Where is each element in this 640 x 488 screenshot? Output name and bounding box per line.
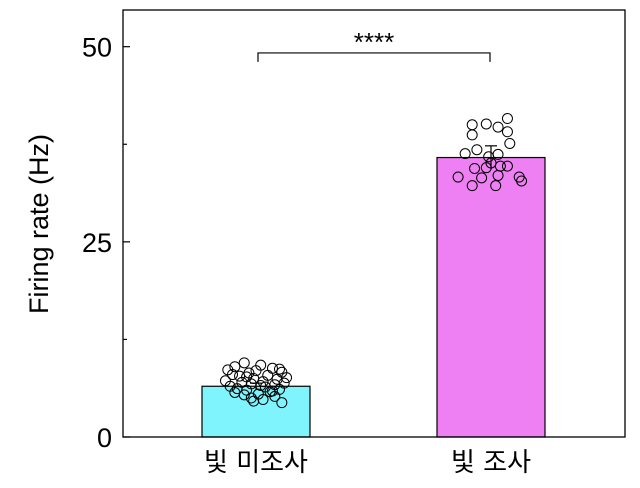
data-point bbox=[245, 392, 257, 404]
significance-bracket bbox=[257, 52, 491, 62]
x-tick-label-1: 빛 조사 bbox=[451, 448, 531, 478]
plot-frame bbox=[122, 9, 626, 438]
data-point bbox=[274, 363, 285, 375]
data-point bbox=[227, 369, 238, 381]
x-tick-label-0: 빛 미조사 bbox=[204, 448, 308, 478]
y-tick-label: 50 bbox=[82, 33, 112, 63]
data-point bbox=[501, 160, 513, 172]
significance-label: **** bbox=[354, 27, 394, 57]
data-point bbox=[492, 121, 504, 133]
data-point bbox=[504, 137, 516, 149]
data-point bbox=[250, 365, 262, 377]
data-point bbox=[229, 361, 241, 373]
data-point bbox=[466, 180, 478, 192]
data-point bbox=[248, 395, 260, 407]
data-point bbox=[234, 370, 246, 382]
data-point bbox=[269, 390, 281, 402]
data-point bbox=[238, 357, 250, 369]
data-point bbox=[241, 371, 253, 383]
data-point bbox=[266, 385, 278, 397]
data-point bbox=[501, 126, 513, 138]
data-point bbox=[490, 180, 502, 192]
data-point bbox=[516, 175, 528, 187]
y-tick-label: 0 bbox=[97, 423, 112, 453]
data-point bbox=[501, 113, 513, 125]
data-point bbox=[469, 162, 481, 174]
y-axis-label: Firing rate (Hz) bbox=[24, 134, 54, 314]
data-point bbox=[276, 397, 288, 409]
data-point bbox=[459, 148, 471, 160]
data-point bbox=[466, 129, 478, 141]
bar-0 bbox=[201, 385, 311, 438]
data-point bbox=[492, 148, 504, 160]
bar-1 bbox=[436, 156, 546, 438]
data-point bbox=[271, 373, 283, 385]
y-tick-label: 25 bbox=[82, 228, 112, 258]
data-point bbox=[238, 389, 250, 401]
data-point bbox=[476, 172, 488, 184]
data-point bbox=[266, 362, 278, 374]
data-point bbox=[452, 171, 464, 183]
data-point bbox=[466, 119, 478, 131]
data-point bbox=[480, 118, 492, 130]
data-point bbox=[492, 169, 504, 181]
data-point bbox=[471, 144, 483, 156]
